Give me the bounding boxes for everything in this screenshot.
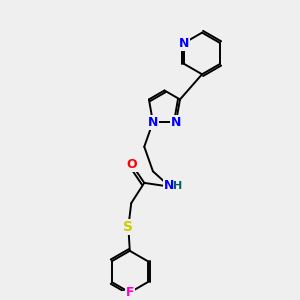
Text: H: H (173, 181, 182, 191)
Text: N: N (179, 37, 189, 50)
Text: N: N (171, 116, 181, 129)
Text: N: N (164, 179, 174, 192)
Text: O: O (127, 158, 137, 171)
Text: S: S (123, 220, 134, 234)
Text: N: N (148, 116, 158, 129)
Text: F: F (125, 286, 134, 299)
